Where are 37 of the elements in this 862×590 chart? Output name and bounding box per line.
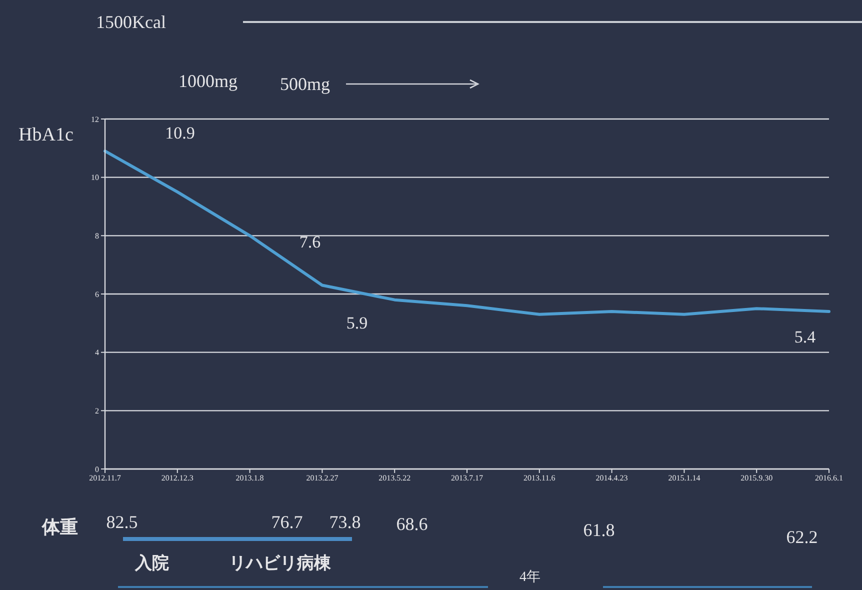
- y-axis-title: HbA1c: [18, 124, 74, 146]
- y-tick-label: 8: [95, 232, 99, 241]
- y-tick-label: 6: [95, 290, 99, 299]
- text: 4年: [520, 570, 540, 585]
- y-tick-label: 2: [95, 406, 99, 416]
- text: 61.8: [583, 520, 615, 540]
- x-tick-label: 2013.11.6: [524, 474, 556, 483]
- x-tick-label: 2016.6.1: [815, 474, 843, 483]
- annotation: 5.9: [346, 314, 368, 332]
- annotation: 7.6: [299, 232, 321, 252]
- text: 73.8: [329, 512, 361, 532]
- x-tick-label: 2012.11.7: [89, 474, 121, 483]
- line-series: [104, 150, 830, 316]
- text: 1000mg: [178, 71, 238, 91]
- annotation: 5.4: [794, 328, 816, 346]
- annotation: 10.9: [165, 124, 195, 142]
- x-tick-label: 2012.12.3: [161, 474, 194, 483]
- y-tick-label: 4: [95, 348, 99, 358]
- text: 500mg: [280, 74, 330, 94]
- text: 体重: [42, 517, 78, 537]
- x-tick-label: 2014.4.23: [596, 474, 628, 483]
- text: 62.2: [786, 527, 818, 547]
- y-tick-label: 10: [91, 173, 99, 182]
- text: 68.6: [396, 514, 428, 534]
- x-tick-label: 2013.5.22: [378, 474, 411, 483]
- text: 入院: [135, 554, 169, 572]
- y-tick-label: 0: [95, 464, 99, 474]
- x-tick-label: 2015.1.14: [668, 474, 700, 483]
- x-tick-label: 2013.1.8: [236, 474, 264, 483]
- text: 1500Kcal: [96, 12, 166, 32]
- x-tick-label: 2013.7.17: [451, 474, 483, 483]
- x-tick-label: 2013.2.27: [306, 474, 338, 483]
- text: 76.7: [271, 512, 303, 532]
- text: 82.5: [106, 512, 138, 532]
- y-tick-label: 12: [91, 114, 99, 124]
- x-tick-label: 2015.9.30: [740, 474, 773, 483]
- text: リハビリ病棟: [229, 554, 331, 572]
